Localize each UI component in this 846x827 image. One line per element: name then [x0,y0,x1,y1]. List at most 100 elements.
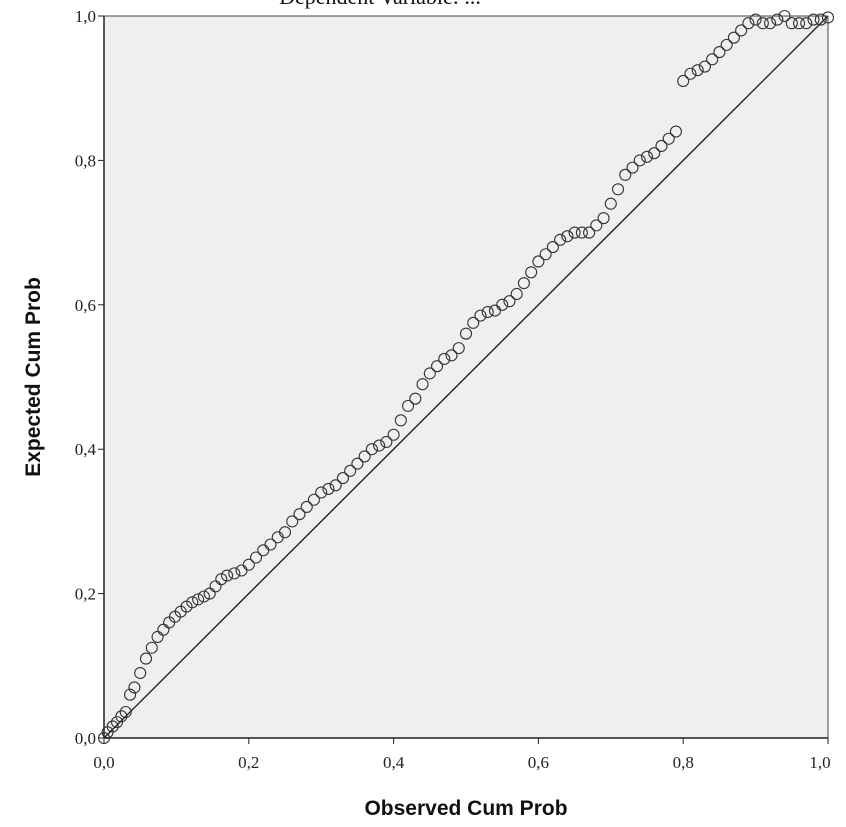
data-point [286,515,299,528]
data-point [452,342,465,355]
y-tick-label: 0,4 [75,440,97,459]
data-point [764,17,777,30]
data-point [517,277,530,290]
data-point [365,443,378,456]
data-point [568,226,581,239]
data-point [373,439,386,452]
data-point [139,652,153,665]
data-point [590,219,603,232]
data-point [496,298,509,311]
data-point [597,212,610,225]
x-tick-label: 0,8 [673,753,694,772]
data-point [756,17,769,30]
data-point [134,666,147,680]
data-point [445,349,458,362]
data-point [228,567,241,580]
y-tick-label: 0,8 [75,151,96,170]
data-point [215,573,228,586]
data-point [380,435,393,449]
data-point [611,183,625,196]
data-point [583,226,596,239]
data-point [648,147,661,160]
data-point [186,596,199,609]
data-point [358,450,371,463]
data-point [430,360,444,373]
data-point [124,688,137,701]
data-point [438,352,451,366]
data-point [394,414,407,427]
y-tick-label: 0,6 [75,296,96,315]
data-point [640,150,654,163]
data-point [814,13,827,26]
data-point [242,558,255,571]
x-tick-label: 0,4 [383,753,405,772]
data-point [197,590,210,603]
data-point [402,399,415,412]
x-tick-label: 1,0 [809,753,830,772]
data-point [539,248,552,261]
chart-title: Dependent Variable: ... [279,0,481,9]
data-point [807,13,820,26]
data-point [691,64,704,77]
data-point [662,132,675,145]
data-point [300,500,313,514]
data-point [315,486,328,499]
data-point [307,493,321,506]
data-point [735,24,748,37]
data-point [128,681,141,694]
data-point [221,569,234,582]
data-point [792,17,806,30]
data-point [467,316,480,329]
data-point [351,457,364,470]
x-tick-label: 0,6 [528,753,549,772]
data-point [481,305,494,319]
data-point [669,125,683,138]
data-point [145,641,158,654]
data-point [575,226,588,239]
data-point [329,479,342,492]
data-point [532,255,545,268]
x-tick-label: 0,0 [93,753,114,772]
data-point [503,295,516,308]
data-point [546,240,559,254]
data-point [278,526,292,539]
data-point [423,367,436,380]
data-point [459,327,473,340]
data-point [771,13,784,26]
y-axis-ticks: 0,0 0,2 0,4 0,6 0,8 1,0 [75,7,104,748]
data-point [727,31,740,44]
data-point [336,472,349,485]
data-points [97,9,835,745]
data-point [749,13,762,26]
data-point [677,74,690,88]
data-point [525,266,538,279]
data-point [561,230,574,243]
data-point [249,551,263,564]
data-point [720,38,733,51]
data-point [119,705,132,719]
data-point [344,464,357,477]
data-point [655,139,668,153]
y-tick-label: 0,2 [75,585,96,604]
data-point [474,309,487,322]
x-axis-title: Observed Cum Prob [364,797,567,820]
data-point [633,154,646,167]
data-point [626,161,639,174]
data-point [115,710,128,723]
data-point [264,538,277,551]
y-tick-label: 1,0 [75,7,96,26]
y-tick-label: 0,0 [75,729,96,748]
reference-line [103,15,829,739]
data-point [554,233,567,246]
data-point [604,197,617,210]
data-point [409,392,422,405]
data-point [684,67,697,80]
data-point [293,508,306,521]
y-axis-title: Expected Cum Prob [22,277,45,477]
data-point [106,720,119,733]
data-point [706,53,719,66]
data-point [800,17,813,30]
data-point [619,168,632,181]
data-point [192,593,205,606]
